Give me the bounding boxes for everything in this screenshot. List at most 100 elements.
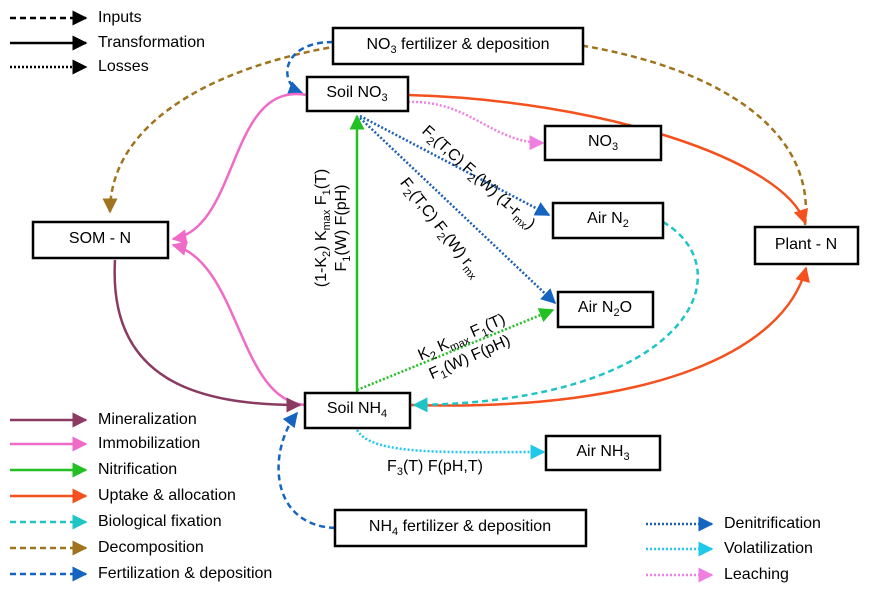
text-part: F <box>313 195 330 209</box>
legend-label: Uptake & allocation <box>98 487 236 504</box>
legend-label: Decomposition <box>98 539 204 556</box>
mineralization-arrow <box>113 259 302 413</box>
decomposition-arrow <box>102 34 808 226</box>
legend-label: Leaching <box>724 566 789 583</box>
node-box <box>333 508 588 548</box>
text-part: fertilizer & deposition <box>397 36 550 53</box>
text-part: (T) F(pH,T) <box>403 458 483 475</box>
text-part: Air N <box>587 210 623 227</box>
subscript: 3 <box>397 466 403 478</box>
equation: F1(W) F(pH) <box>333 185 353 272</box>
node-label: NH4 fertilizer & deposition <box>369 518 551 538</box>
legend-label: Nitrification <box>98 461 177 478</box>
labels: Inputs Transformation Losses Mineralization… <box>69 9 837 583</box>
text-part: NH <box>369 518 392 535</box>
node-label: Air N2 <box>587 210 629 230</box>
text-part: Soil NO <box>326 84 381 101</box>
legend-label: Biological fixation <box>98 513 222 530</box>
subscript: 4 <box>392 526 398 538</box>
fixation-arrow <box>412 220 699 413</box>
node-box <box>303 391 412 430</box>
subscript: 3 <box>382 92 388 104</box>
node-box <box>753 225 860 266</box>
node-box <box>331 26 585 66</box>
text-part: (T) <box>313 169 330 189</box>
text-part: fertilizer & deposition <box>398 518 551 535</box>
subscript: 1 <box>341 256 353 262</box>
node-label: Soil NH4 <box>327 400 387 420</box>
equation: F3(T) F(pH,T) <box>387 458 483 478</box>
legend-label: Volatilization <box>724 540 813 557</box>
node-box <box>551 201 665 240</box>
text-part: (T) <box>482 311 508 335</box>
uptake-arrow <box>407 93 809 225</box>
subscript: 1 <box>480 326 490 339</box>
text-part: Soil NH <box>327 400 381 417</box>
text-part: F <box>464 322 484 343</box>
denitrification-arrow <box>359 114 551 217</box>
equation: (1-K2) Kmax F1(T) <box>313 169 333 287</box>
text-part: SOM - N <box>69 230 131 247</box>
node-label: Plant - N <box>775 236 837 253</box>
fertilization-arrow <box>286 40 334 96</box>
node-box <box>305 75 410 113</box>
fertilization-arrow <box>277 411 336 530</box>
legend-label: Transformation <box>98 34 205 51</box>
denitrification-arrow <box>359 117 557 305</box>
node-label: NO3 fertilizer & deposition <box>366 36 549 56</box>
subscript: 2 <box>321 251 333 257</box>
legend-label: Losses <box>98 58 149 75</box>
legend-label: Immobilization <box>98 435 200 452</box>
node-box <box>544 434 662 472</box>
node-label: Air N2O <box>578 299 632 319</box>
text-part: Plant - N <box>775 236 837 253</box>
text-part: O <box>620 299 632 316</box>
subscript: 2 <box>613 307 619 319</box>
subscript: 2 <box>623 218 629 230</box>
nitrification-n2o-arrow <box>356 308 555 392</box>
node-label: Air NH3 <box>576 443 629 463</box>
node-box <box>556 290 655 329</box>
immobilization-arrow <box>171 241 306 407</box>
legend-label: Fertilization & deposition <box>98 565 272 582</box>
uptake-arrow <box>409 266 810 407</box>
subscript: 2 <box>429 349 439 362</box>
subscript: 3 <box>612 141 618 153</box>
text-part: Air NH <box>576 443 623 460</box>
text-part: (W) (1-r <box>471 170 524 220</box>
subscript: 4 <box>381 408 387 420</box>
node-label: SOM - N <box>69 230 131 247</box>
subscript: 1 <box>321 189 333 195</box>
node-box <box>543 124 663 162</box>
text-part: (W) F(pH) <box>333 185 350 256</box>
text-part: (T,C) F <box>430 133 478 179</box>
text-part: F <box>333 262 350 272</box>
subscript: 3 <box>390 44 396 56</box>
node-box <box>31 220 170 260</box>
text-part: NO <box>588 133 612 150</box>
text-part: ) K <box>313 230 330 251</box>
leaching-arrow <box>407 100 545 151</box>
flows <box>102 34 810 530</box>
text-part: NO <box>366 36 390 53</box>
text-part: F <box>387 458 397 475</box>
text-part: (T,C) F <box>406 187 450 236</box>
subscript: max <box>321 209 333 230</box>
node-label: NO3 <box>588 133 618 153</box>
text-part: (1-K <box>313 257 330 288</box>
legend-label: Denitrification <box>724 515 821 532</box>
immobilization-arrow <box>171 92 308 245</box>
legend-label: Mineralization <box>98 411 197 428</box>
equation: F2(T,C) F2(W) rmx <box>394 175 484 283</box>
node-label: Soil NO3 <box>326 84 387 104</box>
volatilization-arrow <box>355 429 546 460</box>
text-part: K <box>431 336 452 358</box>
subscript: 3 <box>623 451 629 463</box>
subscript: 1 <box>439 368 449 381</box>
text-part: Air N <box>578 299 614 316</box>
legend-label: Inputs <box>98 9 142 26</box>
legend-lines <box>10 10 714 583</box>
boxes <box>31 26 860 548</box>
